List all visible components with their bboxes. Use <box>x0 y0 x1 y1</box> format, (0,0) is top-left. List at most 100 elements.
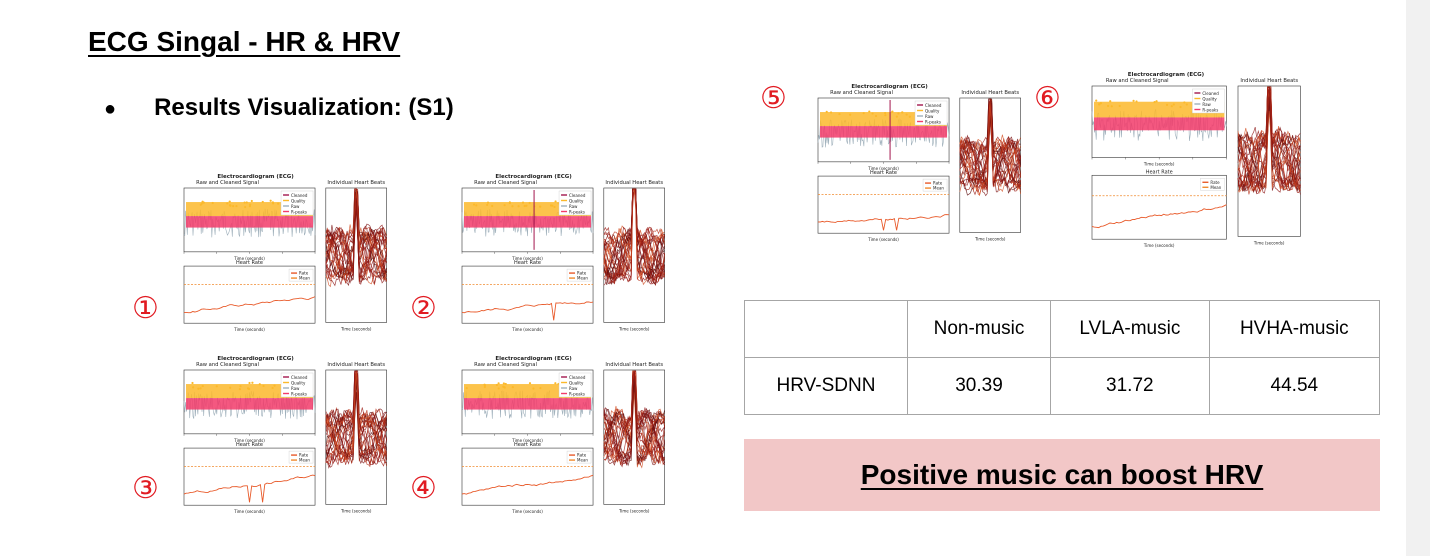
ecg-figure-4: Electrocardiogram (ECG) Raw and Cleaned S… <box>440 354 674 522</box>
table-row: HRV-SDNN 30.39 31.72 44.54 <box>744 357 1381 415</box>
svg-text:Raw and Cleaned Signal: Raw and Cleaned Signal <box>1106 78 1169 84</box>
svg-text:R-peaks: R-peaks <box>291 391 307 396</box>
svg-text:Mean: Mean <box>577 276 588 281</box>
svg-text:Mean: Mean <box>299 276 310 281</box>
svg-text:Rate: Rate <box>299 453 309 458</box>
bullet-text: Results Visualization: (S1) <box>154 94 454 121</box>
svg-text:Quality: Quality <box>291 380 306 385</box>
svg-text:Time (seconds): Time (seconds) <box>974 236 1006 241</box>
svg-text:Time (seconds): Time (seconds) <box>233 327 265 332</box>
ecg-figure-3: Electrocardiogram (ECG) Raw and Cleaned S… <box>162 354 396 522</box>
svg-text:Electrocardiogram (ECG): Electrocardiogram (ECG) <box>1128 72 1205 78</box>
svg-text:R-peaks: R-peaks <box>569 209 585 214</box>
svg-text:Raw and Cleaned Signal: Raw and Cleaned Signal <box>474 362 537 368</box>
svg-text:Rate: Rate <box>577 271 587 276</box>
svg-text:Electrocardiogram (ECG): Electrocardiogram (ECG) <box>495 174 572 180</box>
svg-text:Quality: Quality <box>1202 96 1217 101</box>
svg-text:Heart Rate: Heart Rate <box>236 260 263 266</box>
svg-text:Time (seconds): Time (seconds) <box>511 256 543 261</box>
ecg-figure-5: Electrocardiogram (ECG) Raw and Cleaned S… <box>796 82 1030 250</box>
ecg-figure-image: Electrocardiogram (ECG)Raw and Cleaned S… <box>817 84 1021 242</box>
svg-text:Time (seconds): Time (seconds) <box>867 166 899 171</box>
table-header-cell: HVHA-music <box>1208 300 1381 358</box>
table-header-cell: Non-music <box>906 300 1052 358</box>
svg-text:Individual Heart Beats: Individual Heart Beats <box>1240 78 1298 84</box>
svg-text:Raw and Cleaned Signal: Raw and Cleaned Signal <box>830 90 893 96</box>
svg-text:Raw and Cleaned Signal: Raw and Cleaned Signal <box>196 180 259 186</box>
svg-text:Time (seconds): Time (seconds) <box>340 326 372 331</box>
figure-marker-2: ② <box>410 291 437 326</box>
svg-text:Time (seconds): Time (seconds) <box>233 509 265 514</box>
svg-text:Quality: Quality <box>569 380 584 385</box>
svg-text:Cleaned: Cleaned <box>291 193 308 198</box>
svg-text:Time (seconds): Time (seconds) <box>1253 240 1285 245</box>
svg-text:Individual Heart Beats: Individual Heart Beats <box>605 180 663 186</box>
svg-text:Raw: Raw <box>291 386 300 391</box>
svg-text:Rate: Rate <box>299 271 309 276</box>
svg-text:Cleaned: Cleaned <box>569 193 586 198</box>
svg-text:Time (seconds): Time (seconds) <box>233 256 265 261</box>
svg-text:Time (seconds): Time (seconds) <box>340 508 372 513</box>
svg-text:Time (seconds): Time (seconds) <box>1143 243 1175 248</box>
ecg-figure-image: Electrocardiogram (ECG)Raw and Cleaned S… <box>183 356 387 514</box>
svg-text:Rate: Rate <box>1210 180 1220 185</box>
svg-text:Individual Heart Beats: Individual Heart Beats <box>327 180 385 186</box>
bullet-dot: ● <box>104 98 117 120</box>
svg-text:Electrocardiogram (ECG): Electrocardiogram (ECG) <box>217 174 294 180</box>
ecg-figure-6: Electrocardiogram (ECG) Raw and Cleaned S… <box>1070 70 1310 258</box>
svg-text:Rate: Rate <box>577 453 587 458</box>
table-cell: 44.54 <box>1208 357 1381 415</box>
svg-text:Raw: Raw <box>1202 102 1211 107</box>
svg-text:Quality: Quality <box>291 198 306 203</box>
svg-text:Mean: Mean <box>577 458 588 463</box>
svg-text:Heart Rate: Heart Rate <box>870 170 897 176</box>
svg-text:Electrocardiogram (ECG): Electrocardiogram (ECG) <box>495 356 572 362</box>
svg-text:Electrocardiogram (ECG): Electrocardiogram (ECG) <box>217 356 294 362</box>
svg-text:Mean: Mean <box>1210 185 1221 190</box>
svg-text:Heart Rate: Heart Rate <box>514 442 541 448</box>
svg-text:Cleaned: Cleaned <box>925 103 942 108</box>
svg-text:Quality: Quality <box>569 198 584 203</box>
svg-text:Raw: Raw <box>291 204 300 209</box>
svg-text:R-peaks: R-peaks <box>569 391 585 396</box>
table-header-cell: LVLA-music <box>1050 300 1210 358</box>
table-cell: 30.39 <box>906 357 1052 415</box>
bullet-item: ● Results Visualization: (S1) <box>104 94 454 122</box>
svg-text:R-peaks: R-peaks <box>291 209 307 214</box>
slide-title: ECG Singal - HR & HRV <box>88 26 401 57</box>
ecg-figure-image: Electrocardiogram (ECG)Raw and Cleaned S… <box>1091 72 1301 248</box>
table-cell: 31.72 <box>1050 357 1210 415</box>
svg-text:Time (seconds): Time (seconds) <box>511 509 543 514</box>
svg-text:Cleaned: Cleaned <box>1202 91 1219 96</box>
svg-text:Time (seconds): Time (seconds) <box>1143 161 1175 166</box>
slide-edge <box>1406 0 1430 556</box>
figure-marker-6: ⑥ <box>1034 81 1061 116</box>
table-header-row: Non-music LVLA-music HVHA-music <box>744 300 1381 358</box>
svg-text:Rate: Rate <box>933 181 943 186</box>
svg-text:Mean: Mean <box>299 458 310 463</box>
figure-marker-1: ① <box>132 291 159 326</box>
svg-text:Cleaned: Cleaned <box>569 375 586 380</box>
ecg-figure-2: Electrocardiogram (ECG) Raw and Cleaned S… <box>440 172 674 340</box>
svg-text:Time (seconds): Time (seconds) <box>233 438 265 443</box>
conclusion-text: Positive music can boost HRV <box>860 459 1264 490</box>
table-header-cell <box>744 300 908 358</box>
svg-text:Raw: Raw <box>569 204 578 209</box>
svg-text:Quality: Quality <box>925 108 940 113</box>
figure-marker-3: ③ <box>132 471 159 506</box>
svg-text:Raw: Raw <box>569 386 578 391</box>
svg-text:Time (seconds): Time (seconds) <box>618 508 650 513</box>
svg-text:Individual Heart Beats: Individual Heart Beats <box>327 362 385 368</box>
svg-text:R-peaks: R-peaks <box>1202 107 1218 112</box>
svg-text:Raw and Cleaned Signal: Raw and Cleaned Signal <box>196 362 259 368</box>
svg-text:Heart Rate: Heart Rate <box>236 442 263 448</box>
svg-text:Raw and Cleaned Signal: Raw and Cleaned Signal <box>474 180 537 186</box>
svg-text:Cleaned: Cleaned <box>291 375 308 380</box>
svg-text:Heart Rate: Heart Rate <box>514 260 541 266</box>
svg-text:Mean: Mean <box>933 186 944 191</box>
svg-text:Time (seconds): Time (seconds) <box>867 237 899 242</box>
figure-marker-5: ⑤ <box>760 81 787 116</box>
svg-text:R-peaks: R-peaks <box>925 119 941 124</box>
svg-text:Time (seconds): Time (seconds) <box>511 438 543 443</box>
hrv-table: Non-music LVLA-music HVHA-music HRV-SDNN… <box>744 300 1381 415</box>
